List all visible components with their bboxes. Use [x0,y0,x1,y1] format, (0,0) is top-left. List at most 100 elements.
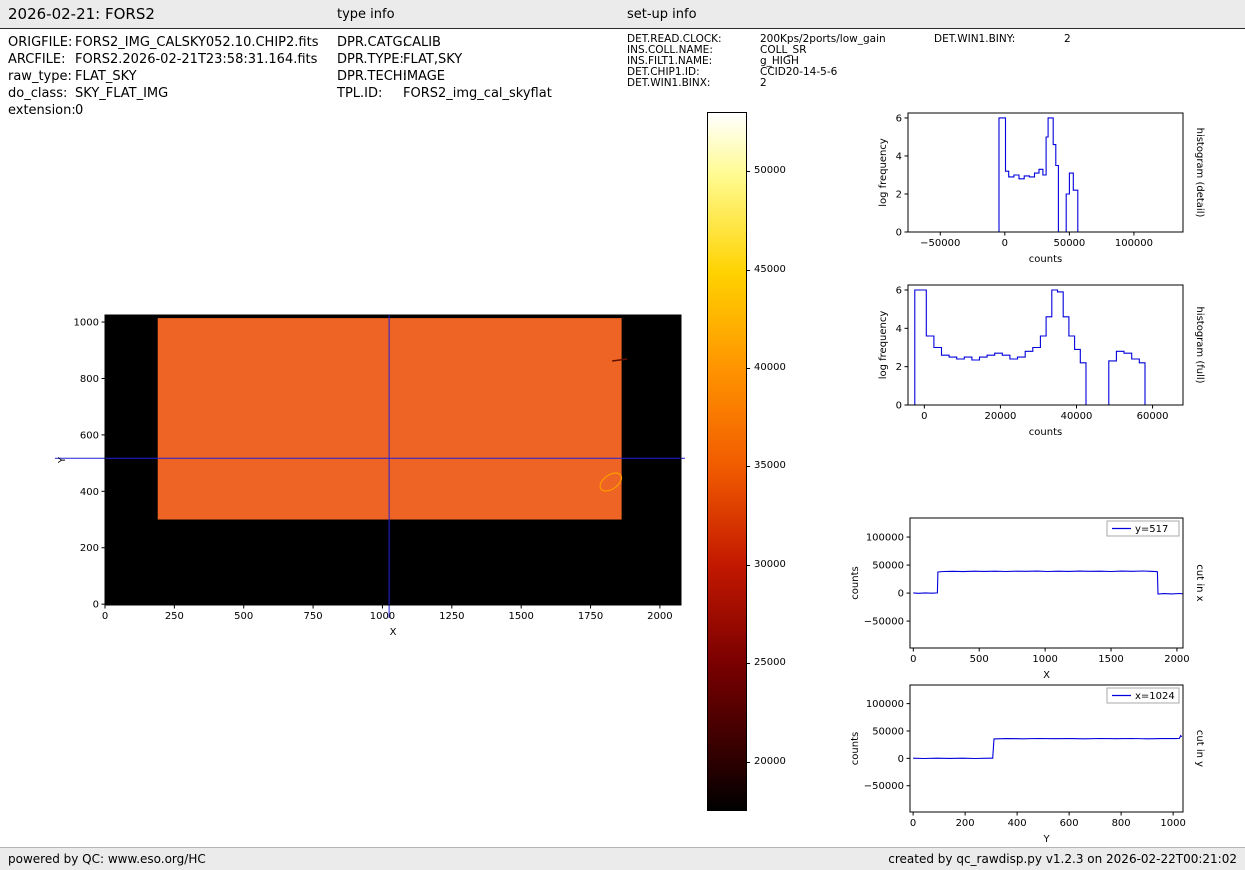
colorbar-tick [746,466,750,468]
svg-text:log frequency: log frequency [878,311,889,380]
axes-frame [907,112,1184,233]
svg-text:cut in x: cut in x [1194,564,1205,601]
svg-text:x=1024: x=1024 [1135,691,1175,702]
meta-key: DET.READ.CLOCK: [627,33,722,45]
colorbar-tick [746,269,750,271]
svg-text:200: 200 [956,818,975,829]
detector-defect-mark [612,358,628,362]
svg-text:y=517: y=517 [1135,524,1168,535]
meta-value: CCID20-14-5-6 [760,66,838,78]
svg-text:4: 4 [896,151,902,162]
histogram-detail-plot: −50000 0 50000 100000 0 2 4 6 counts log frequenc… [850,100,1240,275]
svg-text:1500: 1500 [1098,654,1123,665]
meta-key: DET.WIN1.BINY: [934,33,1016,45]
meta-value: FLAT_SKY [75,69,137,84]
meta-value: FLAT,SKY [403,52,463,67]
svg-text:counts: counts [850,566,861,599]
svg-text:0: 0 [102,611,108,622]
svg-text:Y: Y [1042,834,1050,845]
svg-text:−50000: −50000 [920,238,960,249]
data-series-line [913,289,1146,406]
svg-text:2: 2 [896,189,902,200]
svg-text:X: X [1043,670,1050,681]
svg-text:1000: 1000 [1160,818,1185,829]
meta-value: FORS2_IMG_CALSKY052.10.CHIP2.fits [75,35,319,50]
colorbar: 20000 25000 30000 35000 40000 45000 50000 [707,112,807,811]
histogram-full-plot: 0 20000 40000 60000 0 2 4 6 counts log frequency h… [850,272,1240,447]
svg-text:Y: Y [57,456,68,464]
svg-text:0: 0 [910,654,916,665]
axes-frame [104,314,682,606]
svg-text:200: 200 [80,543,99,554]
svg-text:1500: 1500 [508,611,533,622]
svg-text:1000: 1000 [370,611,395,622]
setup-info-heading: set-up info [627,7,697,22]
svg-text:0: 0 [896,228,902,239]
svg-text:counts: counts [1029,427,1062,438]
svg-text:600: 600 [1060,818,1079,829]
colorbar-tick [746,171,750,173]
chart-canvas: 0 200 400 600 800 1000 −50000 0 50000 100000 Ycoun… [850,684,1205,845]
svg-text:−50000: −50000 [864,617,904,628]
svg-text:400: 400 [1008,818,1027,829]
svg-text:250: 250 [165,611,184,622]
meta-value: 2 [1064,33,1071,45]
footer-created-by: created by qc_rawdisp.py v1.2.3 on 2026-… [888,852,1237,866]
data-series-line [913,734,1183,760]
meta-value: FORS2_img_cal_skyflat [403,86,552,101]
colorbar-tick [746,564,750,566]
svg-text:800: 800 [1112,818,1131,829]
meta-value: FORS2.2026-02-21T23:58:31.164.fits [75,52,318,67]
meta-key: DET.WIN1.BINX: [627,77,711,89]
main-image-plot: 0 250 500 750 1000 1250 1500 1750 2000 0 200 400 600… [48,310,708,650]
chart-canvas: −50000 0 50000 100000 0 2 4 6 counts log frequenc… [878,112,1205,265]
svg-text:20000: 20000 [985,411,1017,422]
axes-frame [909,517,1184,649]
svg-text:800: 800 [80,374,99,385]
svg-text:500: 500 [970,654,989,665]
svg-text:0: 0 [898,754,904,765]
svg-text:0: 0 [93,600,99,611]
axes-frame [907,284,1184,406]
svg-text:2000: 2000 [1164,654,1189,665]
meta-value: g_HIGH [760,55,799,67]
svg-text:100000: 100000 [866,533,904,544]
colorbar-tick-label: 45000 [754,263,786,275]
svg-text:100000: 100000 [1115,238,1153,249]
svg-text:1000: 1000 [1032,654,1057,665]
svg-text:1750: 1750 [578,611,603,622]
chart-canvas: 0 20000 40000 60000 0 2 4 6 counts log frequency h… [878,284,1205,438]
meta-key: DPR.TYPE: [337,52,404,67]
meta-key: ORIGFILE: [8,35,73,50]
meta-key: DPR.TECH: [337,69,407,84]
meta-value: 200Kps/2ports/low_gain [760,33,886,45]
svg-text:log frequency: log frequency [878,138,889,207]
legend-box [1106,520,1180,537]
svg-text:2: 2 [896,362,902,373]
svg-text:750: 750 [304,611,323,622]
meta-value: 0 [75,103,84,118]
svg-text:0: 0 [898,589,904,600]
svg-text:50000: 50000 [1053,238,1085,249]
meta-key: INS.FILT1.NAME: [627,55,713,67]
svg-text:histogram (full): histogram (full) [1194,306,1205,383]
svg-text:cut in y: cut in y [1194,730,1205,767]
meta-key: INS.COLL.NAME: [627,44,713,56]
svg-text:0: 0 [921,411,927,422]
qc-ellipse-marker [599,472,623,492]
svg-text:400: 400 [80,487,99,498]
colorbar-gradient [707,112,747,811]
meta-value: COLL_SR [760,44,807,56]
meta-key: raw_type: [8,69,72,84]
meta-value: CALIB [403,35,441,50]
svg-text:600: 600 [80,430,99,441]
svg-text:2000: 2000 [647,611,672,622]
svg-text:50000: 50000 [872,561,904,572]
svg-text:0: 0 [1002,238,1008,249]
svg-text:X: X [390,627,397,638]
meta-value: IMAGE [403,69,446,84]
footer-powered-by-link[interactable]: powered by QC: www.eso.org/HC [8,852,206,866]
page-title: 2026-02-21: FORS2 [8,5,155,23]
header-bar: 2026-02-21: FORS2 type info set-up info [0,0,1245,29]
svg-text:1000: 1000 [74,318,99,329]
